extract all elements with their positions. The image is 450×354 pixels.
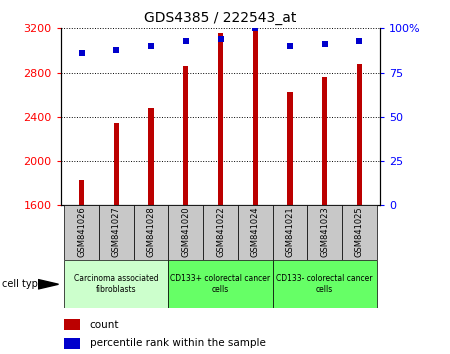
Text: cell type: cell type xyxy=(2,279,44,289)
Bar xyxy=(168,260,273,308)
Point xyxy=(286,43,293,49)
Bar xyxy=(307,205,342,260)
Bar xyxy=(203,205,238,260)
Text: GSM841024: GSM841024 xyxy=(251,206,260,257)
Bar xyxy=(148,108,153,205)
Text: GSM841020: GSM841020 xyxy=(181,206,190,257)
Text: GSM841027: GSM841027 xyxy=(112,206,121,257)
Bar xyxy=(322,77,327,205)
Text: percentile rank within the sample: percentile rank within the sample xyxy=(90,338,266,348)
Text: GSM841025: GSM841025 xyxy=(355,206,364,257)
Bar xyxy=(288,92,292,205)
Bar xyxy=(99,205,134,260)
Bar xyxy=(218,33,223,205)
Point xyxy=(78,50,85,56)
Text: GSM841028: GSM841028 xyxy=(147,206,156,257)
Point xyxy=(356,38,363,44)
Bar xyxy=(342,205,377,260)
Text: GSM841023: GSM841023 xyxy=(320,206,329,257)
Text: CD133+ colorectal cancer
cells: CD133+ colorectal cancer cells xyxy=(171,274,270,294)
Bar xyxy=(238,205,273,260)
Point xyxy=(321,41,328,47)
Point xyxy=(217,36,224,42)
Bar xyxy=(64,319,80,330)
Bar xyxy=(64,205,99,260)
Bar xyxy=(64,338,80,349)
Bar xyxy=(273,260,377,308)
Text: count: count xyxy=(90,320,119,330)
Text: GSM841022: GSM841022 xyxy=(216,206,225,257)
Text: CD133- colorectal cancer
cells: CD133- colorectal cancer cells xyxy=(276,274,373,294)
Bar xyxy=(183,66,189,205)
Text: Carcinoma associated
fibroblasts: Carcinoma associated fibroblasts xyxy=(74,274,159,294)
Bar xyxy=(168,205,203,260)
Bar xyxy=(114,124,119,205)
Text: GSM841026: GSM841026 xyxy=(77,206,86,257)
Bar xyxy=(252,28,258,205)
Bar xyxy=(357,64,362,205)
Bar xyxy=(64,260,168,308)
Title: GDS4385 / 222543_at: GDS4385 / 222543_at xyxy=(144,11,297,24)
Point xyxy=(148,43,155,49)
Point xyxy=(182,38,189,44)
Text: GSM841021: GSM841021 xyxy=(285,206,294,257)
Bar xyxy=(134,205,168,260)
Point xyxy=(252,25,259,31)
Point xyxy=(112,47,120,52)
Bar xyxy=(79,180,84,205)
Polygon shape xyxy=(38,280,58,289)
Bar xyxy=(273,205,307,260)
